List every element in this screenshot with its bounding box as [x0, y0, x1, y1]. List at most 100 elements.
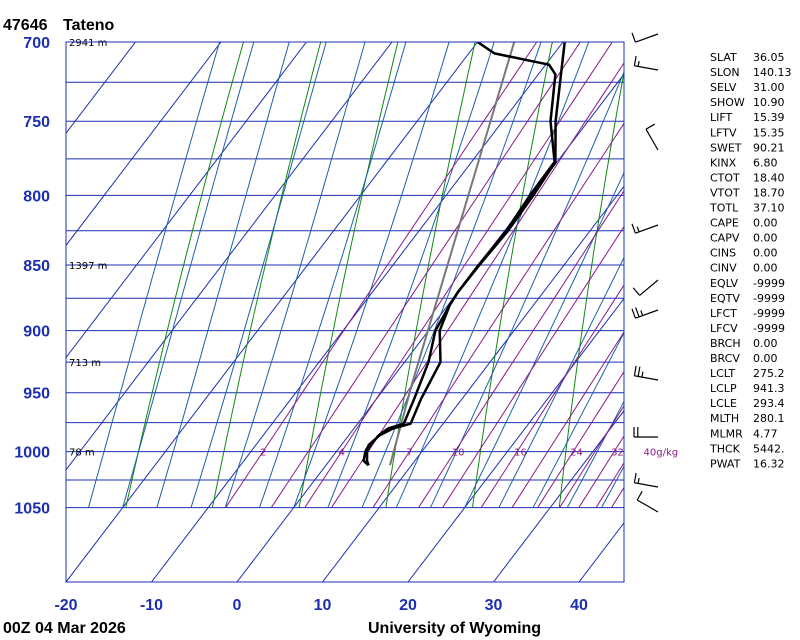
moist-adiabat-line [327, 42, 495, 508]
temperature-line [362, 42, 567, 467]
mixing-ratio-line [304, 42, 613, 508]
index-name: CINV [710, 262, 737, 275]
index-value: 941.3 [753, 382, 785, 395]
pressure-axis: 700 750 800 850 900 950 1000 1050 [14, 35, 50, 518]
index-name: CTOT [710, 171, 740, 184]
dry-adiabat-line [472, 42, 553, 508]
mixing-ratio-label: 16 [514, 448, 527, 459]
pressure-tick-label: 1000 [14, 445, 50, 462]
mixing-ratio-label: 7 [406, 448, 412, 459]
moist-adiabat-line [498, 256, 624, 508]
station-name: Tateno [63, 17, 114, 34]
dry-adiabat-line [125, 42, 244, 508]
moist-adiabat-line [464, 171, 624, 508]
index-name: LFCV [710, 322, 738, 335]
index-value: 15.39 [753, 111, 785, 124]
isotherm-line [66, 42, 222, 247]
index-name: SELV [710, 81, 737, 94]
index-value: 37.10 [753, 202, 785, 215]
index-name: BRCV [710, 352, 740, 365]
moist-adiabat-line [156, 42, 290, 508]
index-value: -9999 [753, 322, 785, 335]
index-value: 0.00 [753, 337, 778, 350]
moist-adiabat-line [224, 42, 366, 508]
isotherm-line [66, 42, 136, 135]
index-value: 15.35 [753, 126, 785, 139]
temperature-tick-label: 30 [485, 597, 503, 614]
mixing-ratio-line [442, 225, 624, 508]
index-name: MLTH [710, 412, 739, 425]
pressure-tick-label: 800 [23, 188, 50, 205]
wind-barb [631, 32, 659, 43]
temperature-tick-label: -10 [140, 597, 163, 614]
pressure-tick-label: 900 [23, 324, 50, 341]
index-name: SHOW [710, 96, 745, 109]
pressure-tick-label: 950 [23, 386, 50, 403]
moist-adiabat-line [395, 42, 590, 508]
index-value: 0.00 [753, 217, 778, 230]
index-value: 0.00 [753, 262, 778, 275]
wind-barbs [631, 32, 659, 513]
index-value: -9999 [753, 277, 785, 290]
mixing-ratio-label: 40g/kg [644, 448, 679, 459]
index-name: CAPV [710, 232, 740, 245]
isotherm-line [66, 42, 478, 582]
index-name: SLAT [710, 51, 737, 64]
pressure-tick-label: 1050 [14, 501, 50, 518]
moist-adiabat-line [87, 42, 221, 508]
dry-adiabat-line [211, 42, 322, 508]
wind-barb [633, 55, 659, 71]
index-name: MLMR [710, 427, 743, 440]
wind-barb [631, 223, 659, 234]
wind-barb [645, 123, 659, 151]
dry-adiabat-line [385, 42, 476, 508]
index-value: 0.00 [753, 232, 778, 245]
index-name: LIFT [710, 111, 733, 124]
moist-adiabat-line [361, 42, 542, 508]
temperature-tick-label: 10 [314, 597, 332, 614]
index-value: 0.00 [753, 247, 778, 260]
isotherm-line [407, 297, 624, 582]
index-name: KINX [710, 156, 737, 169]
isotherm-line [151, 42, 564, 582]
index-value: -9999 [753, 307, 785, 320]
index-name: SWET [710, 141, 742, 154]
pressure-tick-label: 850 [23, 258, 50, 275]
index-name: VTOT [710, 187, 740, 200]
temperature-tick-label: 0 [233, 597, 242, 614]
moist-adiabat-line [190, 42, 327, 508]
moist-adiabat-line [258, 42, 407, 508]
mixing-ratio-label: 32 [611, 448, 624, 459]
isotherm-line [322, 185, 624, 582]
height-label: 78 m [69, 448, 95, 459]
index-name: EQLV [710, 277, 739, 290]
index-name: LCLT [710, 367, 735, 380]
mixing-ratio-line [480, 284, 624, 508]
footer-source: University of Wyoming [368, 620, 541, 637]
height-label: 1397 m [69, 261, 107, 272]
height-label: 2941 m [69, 38, 107, 49]
mixing-ratio-line [578, 435, 624, 508]
index-value: 280.1 [753, 412, 785, 425]
wind-barb [633, 472, 659, 488]
mixing-ratio-label: 24 [570, 448, 583, 459]
isotherm-line [236, 73, 624, 582]
mixing-ratio-line [418, 190, 624, 508]
parcel-path-line [389, 42, 516, 466]
index-value: 31.00 [753, 81, 785, 94]
temperature-tick-label: 40 [570, 597, 588, 614]
index-name: LCLP [710, 382, 737, 395]
moist-adiabat-line [532, 331, 624, 508]
mixing-ratio-label: 4 [339, 448, 345, 459]
temperature-axis: -20 -10 0 10 20 30 40 [54, 597, 588, 614]
temperature-tick-label: -20 [54, 597, 77, 614]
index-value: 90.21 [753, 141, 785, 154]
mixing-ratio-label: 10 [452, 448, 465, 459]
grid-lines [66, 42, 624, 582]
index-value: 18.40 [753, 171, 785, 184]
isotherm-line [493, 409, 624, 582]
footer-time: 00Z 04 Mar 2026 [3, 620, 126, 637]
index-value: 5442. [753, 442, 785, 455]
index-value: 6.80 [753, 156, 778, 169]
profile-lines [362, 42, 567, 467]
